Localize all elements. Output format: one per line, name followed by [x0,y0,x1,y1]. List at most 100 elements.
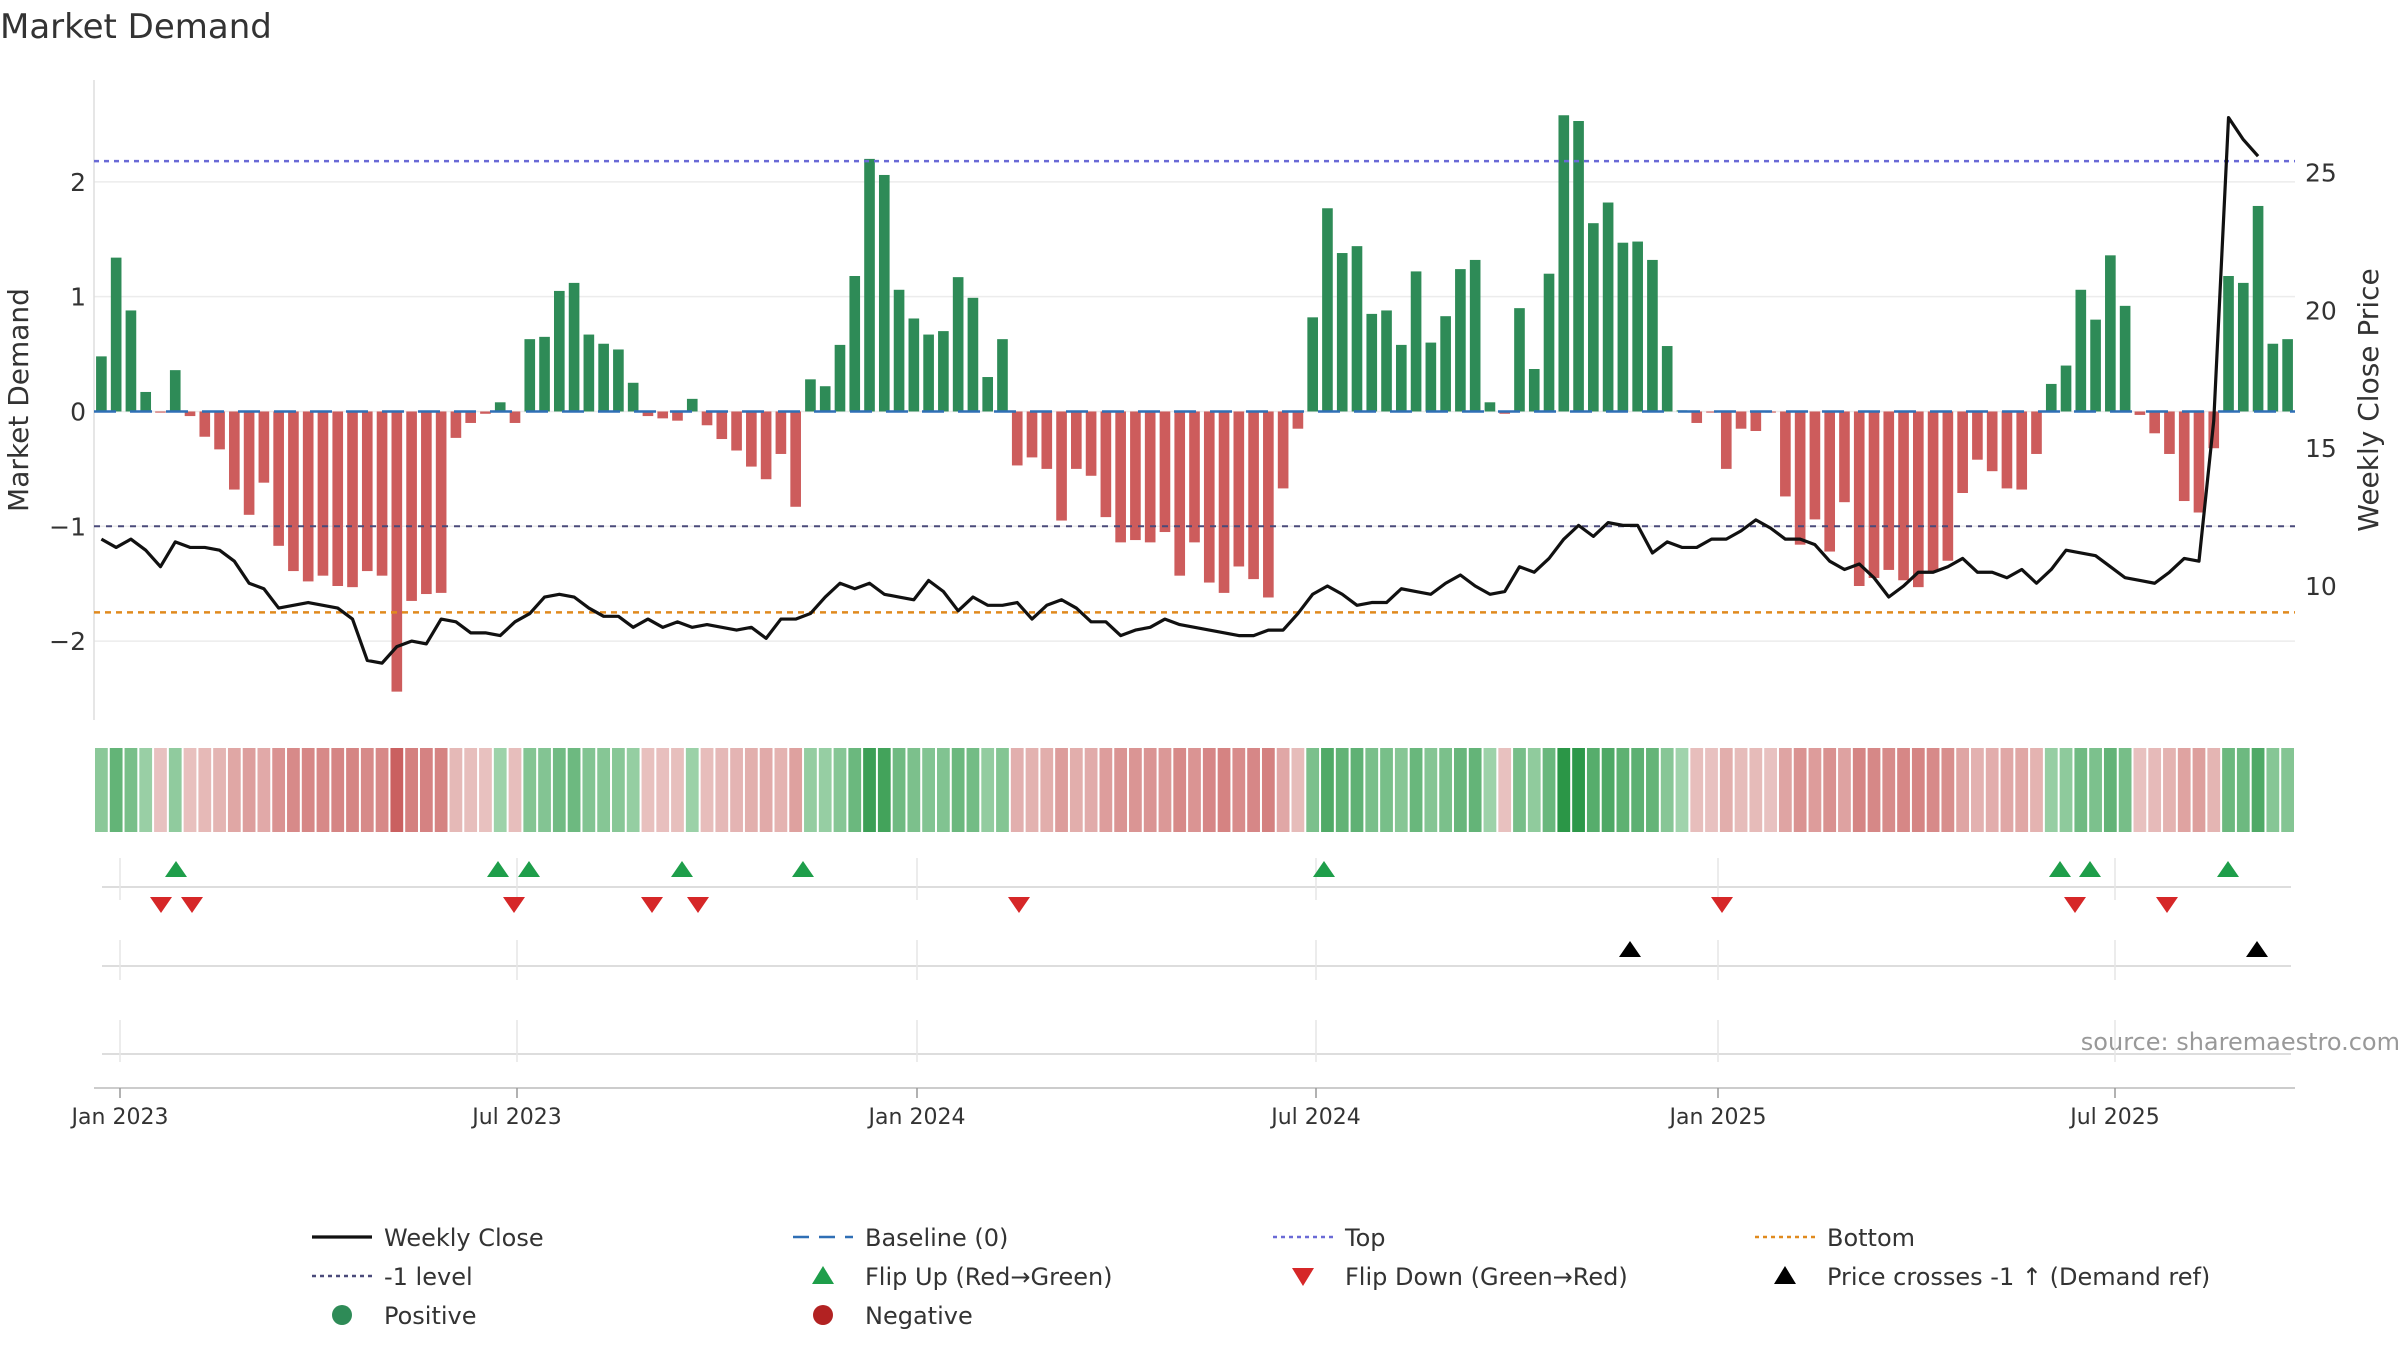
demand-bar [849,276,861,412]
heat-cell [1055,748,1068,832]
legend-label: Baseline (0) [865,1224,1008,1252]
heat-cell [2030,748,2043,832]
legend-label: Flip Down (Green→Red) [1345,1263,1628,1291]
legend-label: Bottom [1827,1224,1915,1252]
demand-bar [1602,202,1614,412]
demand-bar [1647,259,1658,412]
demand-bar [2149,411,2160,434]
demand-bar [893,289,905,412]
demand-bar [2164,411,2175,454]
heat-cell [597,748,611,832]
y-tick-label: 1 [70,283,86,312]
demand-bar [1381,310,1392,412]
heat-cell [331,748,345,832]
heat-cell [1143,748,1157,832]
demand-bar [731,411,742,451]
demand-bar [583,334,595,412]
heat-cell [272,748,286,832]
demand-bar [288,411,299,572]
heat-cell [1099,748,1113,832]
heat-cell [360,748,374,832]
demand-bar [1071,411,1082,469]
demand-bar [1026,411,1038,458]
heat-cell [2281,748,2294,832]
flip-down-marker [503,897,525,913]
demand-bar [199,411,211,437]
demand-bar [1144,411,1156,543]
demand-bar [1189,411,1200,543]
heat-cell [2236,748,2250,832]
heat-cell [1808,748,1822,832]
demand-bar [332,411,344,586]
flip-down-marker [1711,897,1733,913]
demand-bar [1898,411,1909,581]
flip-up-marker [1313,861,1335,877]
heat-cell [2222,748,2235,832]
demand-bar [1927,411,1939,572]
demand-bar [317,411,329,576]
heat-cell [1882,748,1896,832]
heat-cell [567,748,581,832]
demand-bar [1469,259,1481,412]
heat-cell [1439,748,1453,832]
heat-cell [700,748,714,832]
heat-cell [287,748,300,832]
demand-bar [1440,316,1451,412]
demand-bar [214,411,225,450]
heat-cell [789,748,803,832]
heat-cell [892,748,906,832]
demand-bar [1100,411,1112,518]
heat-cell [1173,748,1187,832]
heat-cell [804,748,817,832]
demand-bar [2267,343,2279,412]
demand-bar [746,411,757,467]
demand-bar [834,344,846,412]
demand-bar [1706,411,1717,413]
demand-bar [1056,411,1067,521]
heat-cell [1793,748,1807,832]
heat-cell [2266,748,2280,832]
x-tick-label: Jul 2025 [2068,1105,2160,1130]
y-tick-label: −1 [49,512,86,541]
heat-cell [1202,748,1216,832]
heat-cell [183,748,197,832]
heat-cell [493,748,507,832]
demand-bar [140,391,152,412]
heat-cell [1069,748,1083,832]
heat-cell [922,748,935,832]
demand-bar [2237,282,2249,412]
heat-cell [1572,748,1585,832]
demand-bar [435,411,447,593]
heat-cell [1276,748,1290,832]
demand-bar [539,336,550,412]
heat-cell [2059,748,2073,832]
demand-bar [878,174,890,412]
heat-cell [1734,748,1748,832]
heat-cell [848,748,862,832]
demand-bar [1543,273,1555,412]
demand-bar [2016,411,2028,490]
demand-bar [1366,313,1378,412]
demand-bar [1824,411,1836,552]
heat-cell [375,748,389,832]
demand-bar [2105,255,2116,412]
heat-cell [626,748,640,832]
x-tick-label: Jul 2023 [470,1105,562,1130]
legend-label: Negative [865,1302,973,1330]
heat-cell [405,748,418,832]
demand-bar [1425,342,1437,412]
heat-cell [434,748,448,832]
y2-tick-label: 15 [2305,434,2337,463]
demand-bar [376,411,388,576]
heat-cell [479,748,492,832]
heat-cell [2148,748,2162,832]
heat-cell [1365,748,1379,832]
heat-cell [671,748,684,832]
heat-cell [774,748,788,832]
demand-bar [1292,411,1304,429]
demand-bar [302,411,314,582]
heat-cell [257,748,271,832]
heat-cell [715,748,729,832]
heat-cell [1705,748,1718,832]
demand-bar [450,411,462,438]
